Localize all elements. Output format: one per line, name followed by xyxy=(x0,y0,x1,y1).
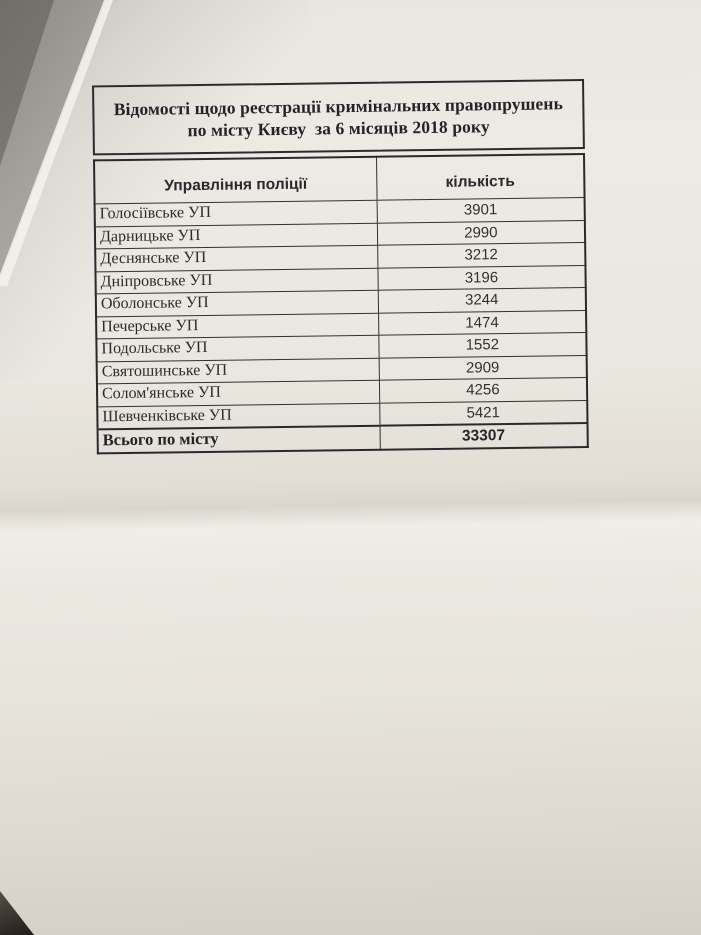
count-cell: 3901 xyxy=(376,197,585,223)
count-cell: 2990 xyxy=(377,220,586,246)
column-header-count: кількість xyxy=(376,154,585,201)
title-box: Відомості щодо реєстрації кримінальних п… xyxy=(92,79,585,156)
header-row: Управління поліції кількість xyxy=(94,154,585,204)
count-cell: 1552 xyxy=(378,332,587,358)
count-cell: 1474 xyxy=(378,309,587,336)
count-cell: 4256 xyxy=(379,377,588,403)
column-header-department: Управління поліції xyxy=(94,156,377,204)
count-cell: 5421 xyxy=(379,399,588,426)
count-cell: 2909 xyxy=(378,354,587,381)
total-label-cell: Всього по місту xyxy=(97,425,381,453)
total-row: Всього по місту 33307 xyxy=(97,422,588,453)
count-cell: 3196 xyxy=(377,264,586,291)
total-count-cell: 33307 xyxy=(379,422,588,450)
count-cell: 3244 xyxy=(377,287,587,313)
count-cell: 3212 xyxy=(377,242,586,268)
crime-stats-table: Управління поліції кількість Голосіївськ… xyxy=(93,152,589,454)
printed-document: Відомості щодо реєстрації кримінальних п… xyxy=(92,79,589,454)
